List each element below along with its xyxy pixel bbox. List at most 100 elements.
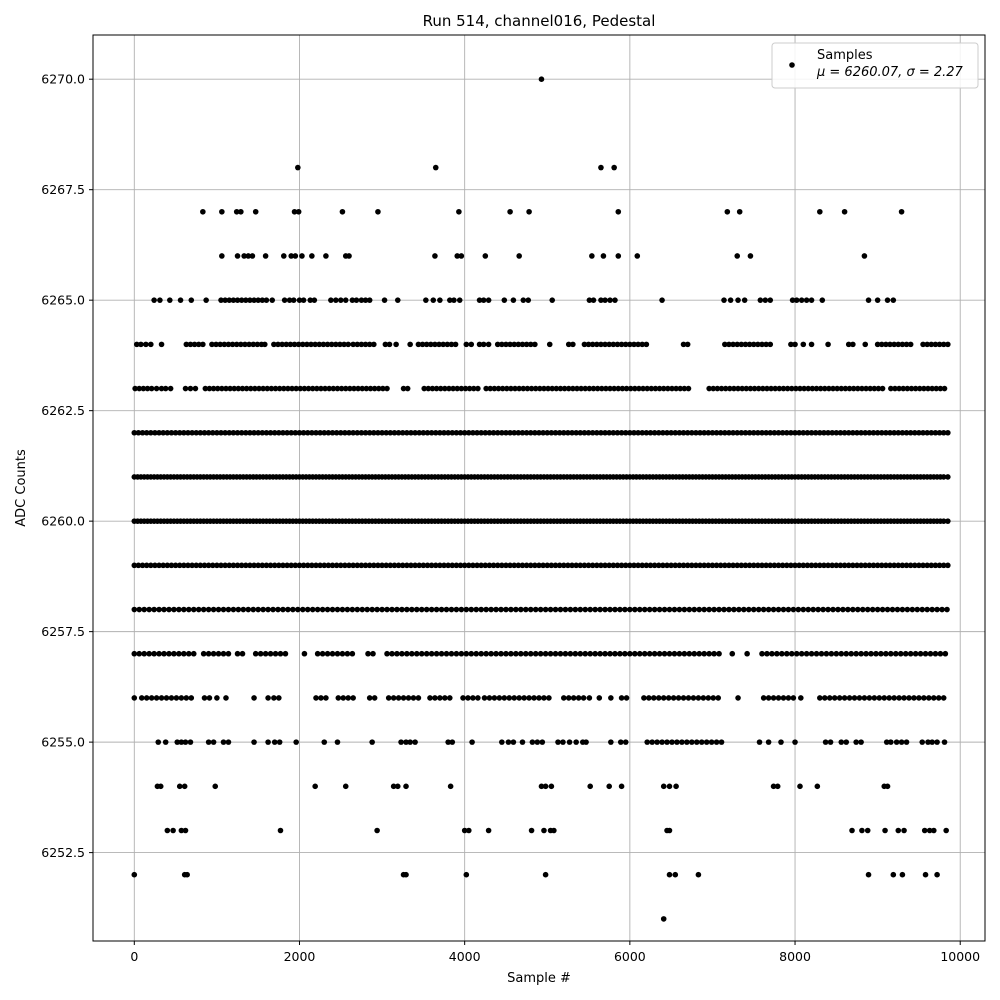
data-point: [263, 297, 270, 303]
data-point: [711, 606, 717, 613]
data-point: [598, 164, 604, 171]
data-point: [827, 739, 834, 745]
data-point: [713, 562, 720, 569]
data-point: [546, 341, 553, 348]
data-point: [655, 695, 662, 701]
data-point: [486, 562, 493, 569]
data-point: [458, 385, 465, 392]
data-point: [412, 739, 418, 745]
data-point: [850, 385, 857, 392]
data-point: [346, 253, 352, 259]
data-point: [407, 739, 413, 745]
data-point: [446, 385, 452, 392]
data-point: [404, 562, 410, 569]
data-point: [395, 562, 402, 569]
data-point: [510, 739, 517, 745]
data-point: [230, 562, 237, 569]
data-point: [499, 341, 505, 348]
data-point: [366, 562, 373, 569]
data-point: [874, 606, 881, 613]
data-point: [676, 650, 683, 657]
data-point: [473, 606, 480, 613]
data-point: [783, 429, 790, 436]
data-point: [449, 739, 456, 745]
data-point: [210, 650, 217, 657]
data-point: [881, 695, 888, 701]
data-point: [865, 297, 872, 303]
data-point: [739, 385, 745, 392]
data-point: [903, 341, 910, 348]
data-point: [697, 562, 703, 569]
data-point: [461, 429, 468, 436]
data-point: [814, 783, 821, 790]
data-point: [693, 562, 699, 569]
data-point: [541, 695, 547, 701]
data-point: [779, 650, 785, 657]
data-point: [627, 429, 633, 436]
data-point: [741, 606, 747, 613]
data-point: [131, 695, 138, 701]
data-point: [730, 341, 736, 348]
y-tick-label: 6260.0: [41, 514, 85, 529]
data-point: [874, 429, 881, 436]
data-point: [679, 739, 685, 745]
data-point: [297, 385, 304, 392]
data-point: [760, 606, 767, 613]
data-point: [523, 429, 530, 436]
data-point: [887, 562, 893, 569]
data-point: [238, 341, 244, 348]
data-point: [764, 385, 770, 392]
data-point: [661, 650, 668, 657]
data-point: [511, 562, 518, 569]
data-point: [178, 827, 185, 834]
data-point: [427, 695, 433, 701]
data-point: [366, 341, 373, 348]
data-point: [747, 253, 754, 259]
data-point: [845, 562, 852, 569]
data-point: [821, 385, 828, 392]
data-point: [234, 562, 241, 569]
data-point: [465, 695, 471, 701]
data-point: [516, 695, 522, 701]
data-point: [476, 297, 483, 303]
data-point: [685, 385, 692, 392]
data-point: [750, 606, 757, 613]
data-point: [607, 297, 613, 303]
data-point: [896, 385, 902, 392]
data-point: [374, 827, 380, 834]
data-point: [247, 297, 253, 303]
data-point: [309, 429, 315, 436]
data-point: [413, 606, 420, 613]
data-point: [375, 562, 381, 569]
data-point: [432, 429, 439, 436]
data-point: [903, 562, 910, 569]
data-point: [475, 385, 481, 392]
data-point: [660, 783, 667, 790]
data-point: [465, 429, 472, 436]
data-point: [453, 562, 460, 569]
data-point: [172, 562, 179, 569]
data-point: [457, 562, 464, 569]
data-point: [536, 695, 542, 701]
data-point: [371, 562, 377, 569]
data-point: [267, 650, 274, 657]
data-point: [526, 208, 532, 215]
data-point: [861, 695, 868, 701]
data-point: [866, 429, 873, 436]
data-point: [928, 562, 935, 569]
data-point: [921, 695, 927, 701]
data-point: [491, 385, 498, 392]
data-point: [826, 385, 832, 392]
x-axis-label: Sample #: [507, 971, 571, 986]
data-point: [607, 606, 613, 613]
data-point: [944, 606, 950, 613]
data-point: [912, 650, 919, 657]
data-point: [463, 650, 470, 657]
data-point: [480, 297, 487, 303]
data-point: [251, 739, 257, 745]
data-point: [850, 341, 856, 348]
x-tick-label: 10000: [940, 949, 980, 964]
data-point: [580, 695, 587, 701]
data-point: [433, 650, 440, 657]
data-point: [654, 739, 660, 745]
